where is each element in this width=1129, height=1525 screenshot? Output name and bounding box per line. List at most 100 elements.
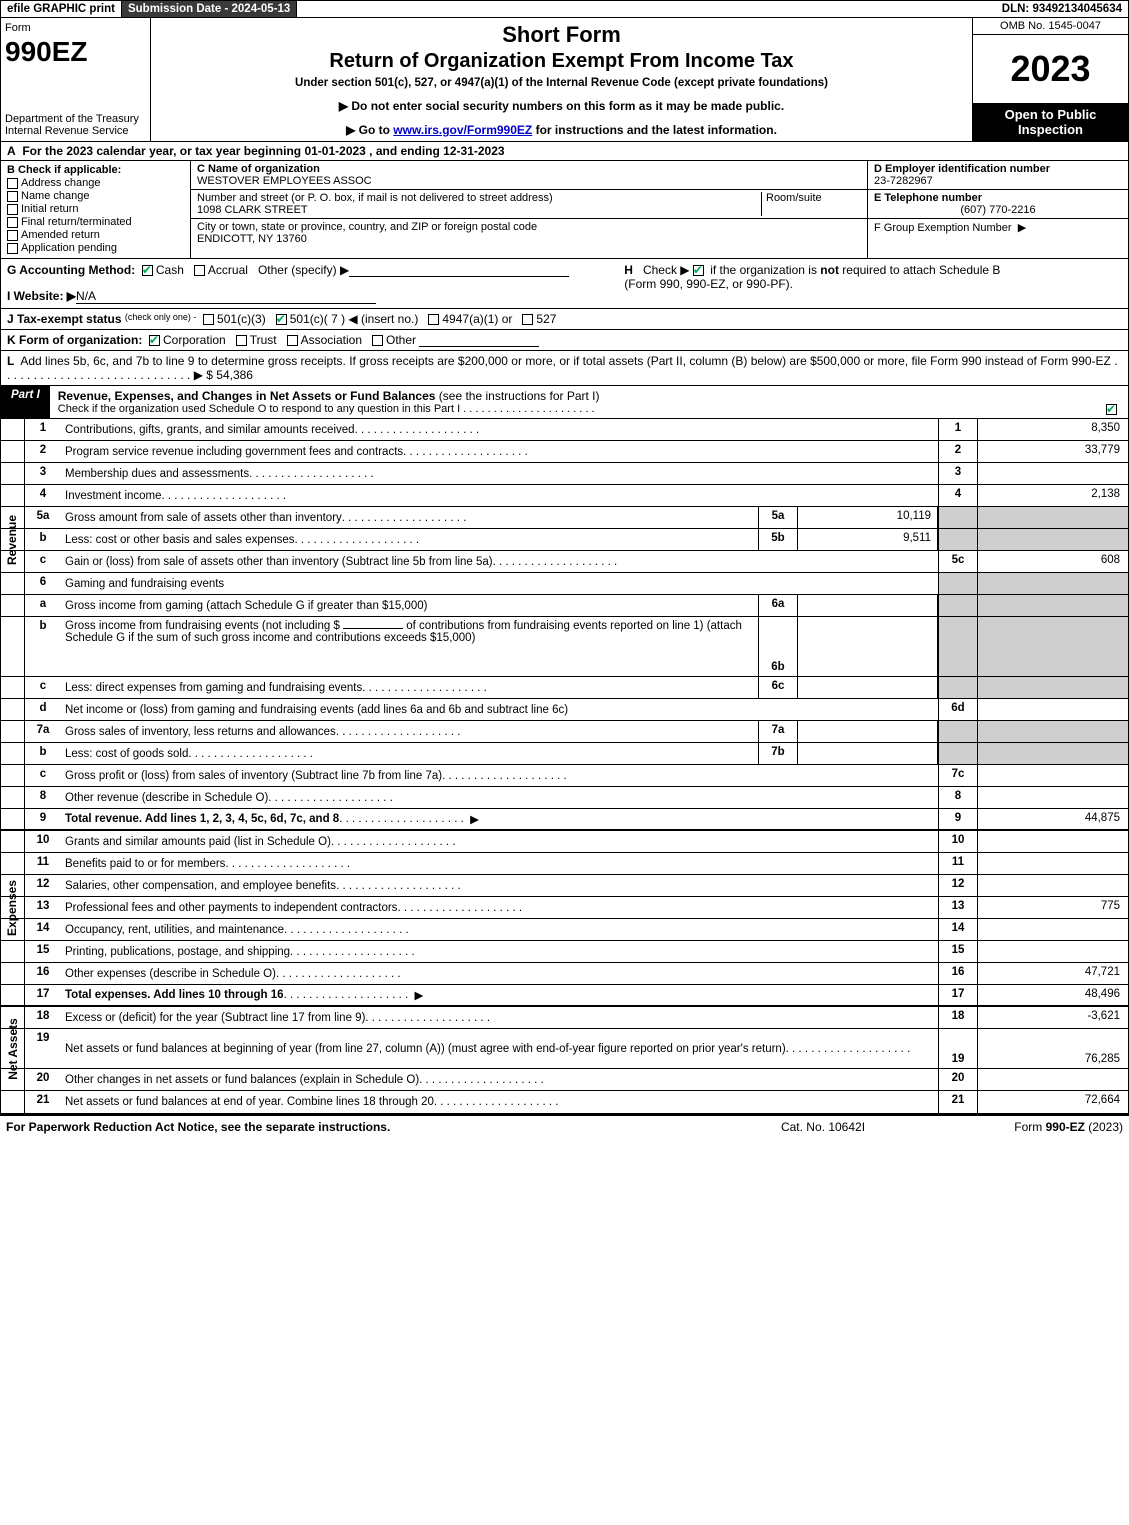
chk-other-org[interactable] [372, 335, 383, 346]
irs-link[interactable]: www.irs.gov/Form990EZ [393, 123, 532, 137]
h-text1: Check ▶ [643, 263, 690, 277]
row-g: G Accounting Method: Cash Accrual Other … [7, 263, 604, 304]
chk-amended-return[interactable]: Amended return [7, 229, 184, 241]
chk-4947[interactable] [428, 314, 439, 325]
l13-desc: Professional fees and other payments to … [65, 902, 397, 914]
efile-label[interactable]: efile GRAPHIC print [1, 1, 122, 17]
vtab-spacer [1, 941, 25, 962]
line-5b: Revenue b Less: cost or other basis and … [1, 529, 1128, 551]
row-j: J Tax-exempt status (check only one) - 5… [0, 309, 1129, 330]
l11-rnum: 11 [938, 853, 978, 874]
l5a-num: 5a [25, 507, 61, 528]
vtab-spacer [1, 595, 25, 616]
chk-527[interactable] [522, 314, 533, 325]
vtab-spacer [1, 699, 25, 720]
j-o4: 527 [536, 312, 556, 326]
ssn-note: ▶ Do not enter social security numbers o… [159, 99, 964, 113]
l5a-mval: 10,119 [798, 507, 938, 528]
k-label: K Form of organization: [7, 333, 142, 347]
chk-cash[interactable] [142, 265, 153, 276]
line-1: 1 Contributions, gifts, grants, and simi… [1, 419, 1128, 441]
l7a-mval [798, 721, 938, 742]
line-18: 18 Excess or (deficit) for the year (Sub… [1, 1007, 1128, 1029]
l9-rnum: 9 [938, 809, 978, 829]
h-label: H [624, 263, 633, 277]
line-7a: 7a Gross sales of inventory, less return… [1, 721, 1128, 743]
chk-assoc[interactable] [287, 335, 298, 346]
l19-val: 76,285 [978, 1029, 1128, 1068]
l-text: Add lines 5b, 6c, and 7b to line 9 to de… [7, 354, 1118, 382]
l17-rnum: 17 [938, 985, 978, 1005]
l12-val [978, 875, 1128, 896]
part-i-title: Revenue, Expenses, and Changes in Net As… [50, 386, 1098, 418]
g-label: G Accounting Method: [7, 263, 135, 277]
chk-501c3[interactable] [203, 314, 214, 325]
part-i-checkbox[interactable] [1098, 386, 1128, 418]
chk-address-change[interactable]: Address change [7, 177, 184, 189]
l6b-rshade [938, 617, 978, 676]
goto-post: for instructions and the latest informat… [532, 123, 777, 137]
column-b: B Check if applicable: Address change Na… [1, 161, 191, 258]
l5a-mid: 5a [758, 507, 798, 528]
l6d-rnum: 6d [938, 699, 978, 720]
l5b-num: b [25, 529, 61, 550]
chk-501c[interactable] [276, 314, 287, 325]
l2-desc: Program service revenue including govern… [65, 446, 403, 458]
column-c: C Name of organization WESTOVER EMPLOYEE… [191, 161, 868, 258]
other-specify-input[interactable] [349, 265, 569, 277]
chk-corp[interactable] [149, 335, 160, 346]
l6-rshade [938, 573, 978, 594]
l5c-num: c [25, 551, 61, 572]
l7c-num: c [25, 765, 61, 786]
j-o2: 501(c)( 7 ) ◀ (insert no.) [290, 312, 419, 326]
part-i-tag: Part I [1, 386, 50, 418]
form-footer-num: 990-EZ [1046, 1120, 1085, 1134]
l6-num: 6 [25, 573, 61, 594]
form-footer-pre: Form [1014, 1120, 1045, 1134]
chk-accrual[interactable] [194, 265, 205, 276]
other-org-input[interactable] [419, 335, 539, 347]
chk-final-return[interactable]: Final return/terminated [7, 216, 184, 228]
l21-desc: Net assets or fund balances at end of ye… [65, 1096, 434, 1108]
l13-num: 13 [25, 897, 61, 918]
column-def: D Employer identification number 23-7282… [868, 161, 1128, 258]
l7a-desc: Gross sales of inventory, less returns a… [65, 726, 336, 738]
l5b-mval: 9,511 [798, 529, 938, 550]
c-street-label: Number and street (or P. O. box, if mail… [197, 192, 553, 204]
line-7b: b Less: cost of goods sold 7b [1, 743, 1128, 765]
l3-num: 3 [25, 463, 61, 484]
submission-date: Submission Date - 2024-05-13 [122, 1, 297, 17]
k-o4: Other [386, 333, 416, 347]
room-suite-label: Room/suite [766, 192, 822, 204]
form-header: Form 990EZ Department of the Treasury In… [0, 18, 1129, 142]
chk-h[interactable] [693, 265, 704, 276]
l4-num: 4 [25, 485, 61, 506]
l5c-val: 608 [978, 551, 1128, 572]
vtab-spacer [1, 787, 25, 808]
l7a-vshade [978, 721, 1128, 742]
l8-rnum: 8 [938, 787, 978, 808]
l7a-rshade [938, 721, 978, 742]
l9-desc: Total revenue. Add lines 1, 2, 3, 4, 5c,… [65, 813, 339, 825]
chk-application-pending[interactable]: Application pending [7, 242, 184, 254]
topbar-spacer [297, 7, 995, 11]
chk-initial-return[interactable]: Initial return [7, 203, 184, 215]
l20-val [978, 1069, 1128, 1090]
f-label: F Group Exemption Number [874, 222, 1012, 234]
chk-name-change[interactable]: Name change [7, 190, 184, 202]
line-9: 9 Total revenue. Add lines 1, 2, 3, 4, 5… [1, 809, 1128, 831]
l17-val: 48,496 [978, 985, 1128, 1005]
l6a-vshade [978, 595, 1128, 616]
chk-initial-return-label: Initial return [21, 203, 78, 215]
chk-trust[interactable] [236, 335, 247, 346]
e-label: E Telephone number [874, 192, 982, 204]
vtab-netassets-label: Net Assets [1, 1029, 25, 1068]
line-6: 6 Gaming and fundraising events [1, 573, 1128, 595]
return-title: Return of Organization Exempt From Incom… [159, 50, 964, 73]
l10-rnum: 10 [938, 831, 978, 852]
l16-num: 16 [25, 963, 61, 984]
l3-desc: Membership dues and assessments [65, 468, 249, 480]
vtab-spacer [1, 1091, 25, 1113]
h-not: not [820, 263, 839, 277]
l6d-num: d [25, 699, 61, 720]
